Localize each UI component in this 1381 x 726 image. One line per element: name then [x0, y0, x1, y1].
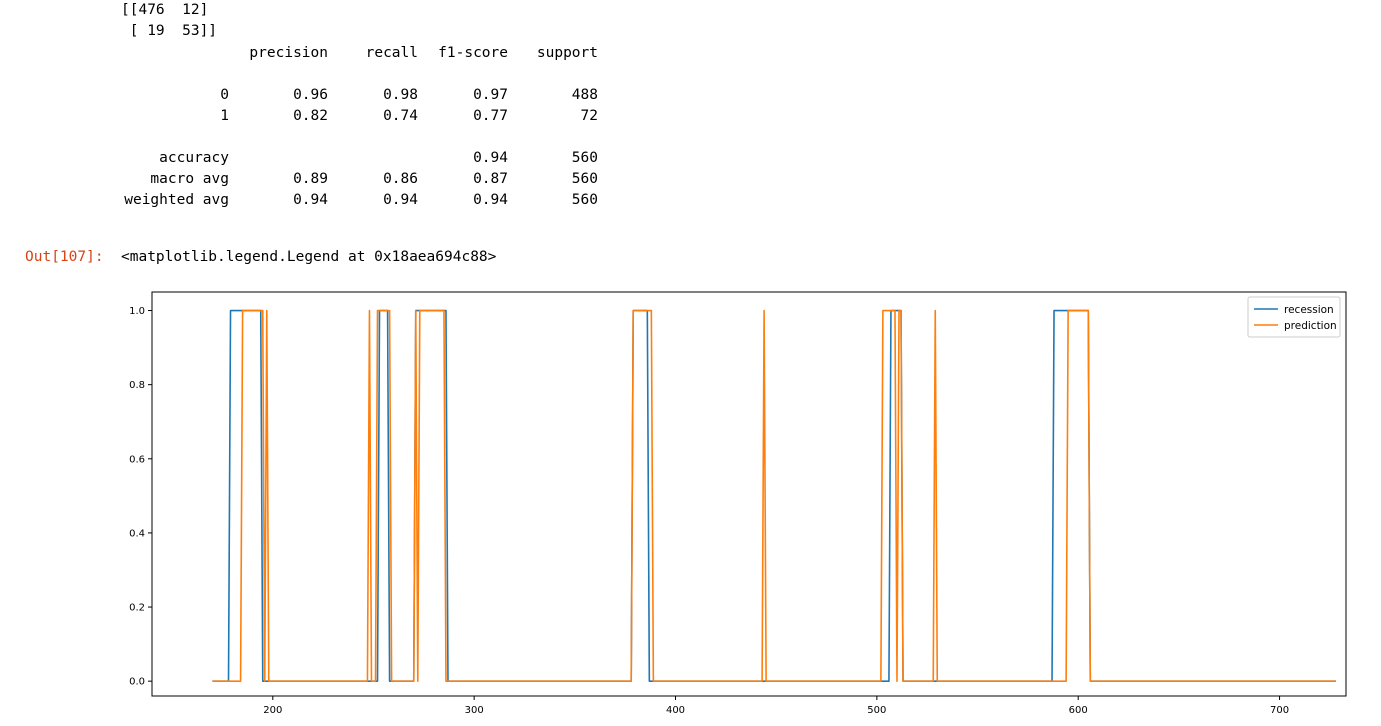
report-header-support: support	[536, 45, 598, 61]
report-cell: 0.96	[293, 87, 328, 103]
x-tick-label: 200	[263, 705, 282, 716]
report-cell: 0.74	[383, 108, 418, 124]
x-tick-label: 500	[867, 705, 886, 716]
report-header-f1: f1-score	[438, 45, 508, 61]
report-cell: 0.94	[293, 192, 328, 208]
report-cell: 0.97	[473, 87, 508, 103]
legend-box	[1247, 296, 1341, 338]
axes-frame	[151, 291, 1347, 697]
report-row-label: macro avg	[150, 171, 229, 187]
report-cell: 0.87	[473, 171, 508, 187]
out-value-text: <matplotlib.legend.Legend at 0x18aea694c…	[121, 249, 497, 265]
chart-legend: recession prediction	[1247, 296, 1341, 338]
line-chart: 200 300 400 500 600 700 0.0 0.2 0.4 0.6 0.8 1.0 rec…	[129, 291, 1347, 716]
y-tick-label: 0.2	[129, 603, 145, 614]
x-tick-label: 400	[666, 705, 685, 716]
report-cell	[238, 148, 328, 168]
x-tick-label: 600	[1069, 705, 1088, 716]
report-cell: 488	[571, 87, 598, 103]
series-line-recession	[212, 309, 1336, 682]
out-prompt: Out[107]:	[25, 249, 104, 265]
report-cell: 560	[571, 192, 598, 208]
report-header-precision: precision	[249, 45, 328, 61]
y-tick-label: 0.4	[129, 528, 145, 539]
report-cell: 0.89	[293, 171, 328, 187]
y-tick-label: 0.8	[129, 380, 145, 391]
x-tick-label: 300	[465, 705, 484, 716]
report-cell: 0.94	[383, 192, 418, 208]
report-row-label: 0	[220, 87, 229, 103]
chart-series	[212, 309, 1336, 682]
report-cell: 0.98	[383, 87, 418, 103]
confusion-matrix-line: [[476 12]	[121, 2, 209, 18]
report-cell: 0.86	[383, 171, 418, 187]
y-tick-label: 0.6	[129, 454, 145, 465]
report-cell: 560	[571, 150, 598, 166]
report-row-label: 1	[220, 108, 229, 124]
legend-label-recession: recession	[1284, 304, 1334, 316]
report-header-recall: recall	[365, 45, 418, 61]
report-row-label: accuracy	[159, 150, 229, 166]
series-line-prediction	[212, 309, 1336, 682]
report-cell: 72	[580, 108, 598, 124]
report-cell	[328, 148, 418, 168]
y-tick-label: 1.0	[129, 306, 145, 317]
report-row-label: weighted avg	[124, 192, 229, 208]
report-cell: 0.94	[473, 150, 508, 166]
report-cell: 560	[571, 171, 598, 187]
report-cell: 0.82	[293, 108, 328, 124]
report-cell: 0.94	[473, 192, 508, 208]
axis-ticks: 200 300 400 500 600 700 0.0 0.2 0.4 0.6 0.8 1.0	[129, 306, 1289, 716]
report-cell: 0.77	[473, 108, 508, 124]
legend-label-prediction: prediction	[1284, 320, 1337, 332]
confusion-matrix-line: [ 19 53]]	[121, 23, 218, 39]
y-tick-label: 0.0	[129, 677, 145, 688]
x-tick-label: 700	[1270, 705, 1289, 716]
